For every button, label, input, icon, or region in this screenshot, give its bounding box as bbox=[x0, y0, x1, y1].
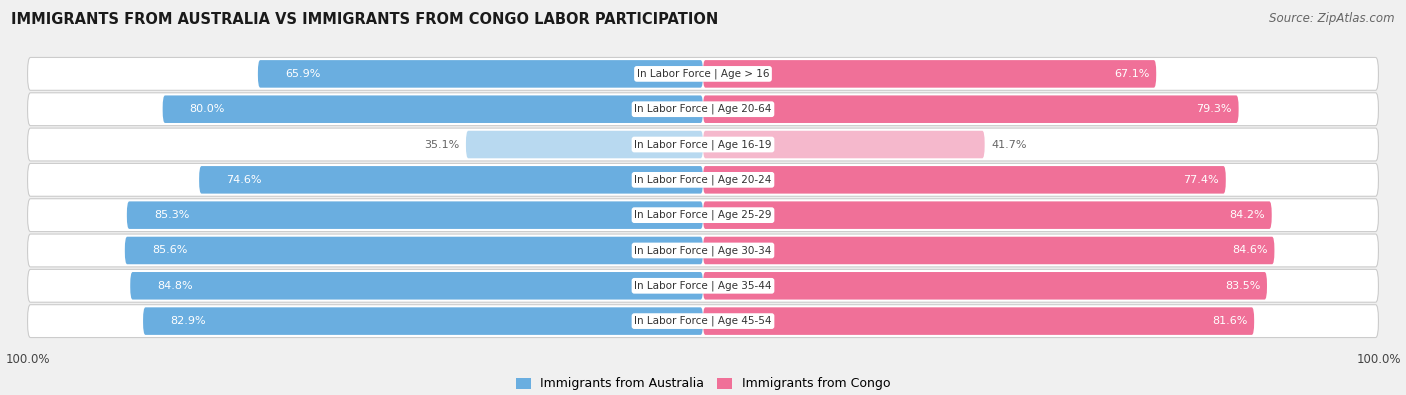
Text: In Labor Force | Age > 16: In Labor Force | Age > 16 bbox=[637, 69, 769, 79]
FancyBboxPatch shape bbox=[703, 60, 1156, 88]
FancyBboxPatch shape bbox=[143, 307, 703, 335]
Text: 65.9%: 65.9% bbox=[285, 69, 321, 79]
FancyBboxPatch shape bbox=[125, 237, 703, 264]
Text: 82.9%: 82.9% bbox=[170, 316, 205, 326]
Text: 85.6%: 85.6% bbox=[152, 245, 187, 256]
Text: 81.6%: 81.6% bbox=[1212, 316, 1247, 326]
FancyBboxPatch shape bbox=[28, 93, 1378, 126]
FancyBboxPatch shape bbox=[200, 166, 703, 194]
FancyBboxPatch shape bbox=[703, 201, 1271, 229]
FancyBboxPatch shape bbox=[703, 237, 1274, 264]
FancyBboxPatch shape bbox=[28, 57, 1378, 90]
Text: 77.4%: 77.4% bbox=[1184, 175, 1219, 185]
Text: In Labor Force | Age 20-24: In Labor Force | Age 20-24 bbox=[634, 175, 772, 185]
FancyBboxPatch shape bbox=[703, 166, 1226, 194]
FancyBboxPatch shape bbox=[28, 128, 1378, 161]
Text: In Labor Force | Age 25-29: In Labor Force | Age 25-29 bbox=[634, 210, 772, 220]
FancyBboxPatch shape bbox=[131, 272, 703, 299]
Text: In Labor Force | Age 35-44: In Labor Force | Age 35-44 bbox=[634, 280, 772, 291]
Text: 84.8%: 84.8% bbox=[157, 281, 193, 291]
Text: 80.0%: 80.0% bbox=[190, 104, 225, 114]
FancyBboxPatch shape bbox=[703, 96, 1239, 123]
FancyBboxPatch shape bbox=[465, 131, 703, 158]
FancyBboxPatch shape bbox=[28, 199, 1378, 231]
Text: IMMIGRANTS FROM AUSTRALIA VS IMMIGRANTS FROM CONGO LABOR PARTICIPATION: IMMIGRANTS FROM AUSTRALIA VS IMMIGRANTS … bbox=[11, 12, 718, 27]
FancyBboxPatch shape bbox=[703, 131, 984, 158]
Text: 79.3%: 79.3% bbox=[1197, 104, 1232, 114]
Legend: Immigrants from Australia, Immigrants from Congo: Immigrants from Australia, Immigrants fr… bbox=[510, 372, 896, 395]
Text: 35.1%: 35.1% bbox=[425, 139, 460, 150]
Text: 74.6%: 74.6% bbox=[226, 175, 262, 185]
Text: In Labor Force | Age 20-64: In Labor Force | Age 20-64 bbox=[634, 104, 772, 115]
FancyBboxPatch shape bbox=[28, 269, 1378, 302]
Text: In Labor Force | Age 45-54: In Labor Force | Age 45-54 bbox=[634, 316, 772, 326]
Text: In Labor Force | Age 30-34: In Labor Force | Age 30-34 bbox=[634, 245, 772, 256]
FancyBboxPatch shape bbox=[163, 96, 703, 123]
Text: 41.7%: 41.7% bbox=[991, 139, 1026, 150]
FancyBboxPatch shape bbox=[28, 164, 1378, 196]
FancyBboxPatch shape bbox=[28, 234, 1378, 267]
FancyBboxPatch shape bbox=[127, 201, 703, 229]
FancyBboxPatch shape bbox=[257, 60, 703, 88]
FancyBboxPatch shape bbox=[28, 305, 1378, 338]
Text: 84.2%: 84.2% bbox=[1229, 210, 1265, 220]
FancyBboxPatch shape bbox=[703, 307, 1254, 335]
Text: 84.6%: 84.6% bbox=[1232, 245, 1268, 256]
FancyBboxPatch shape bbox=[703, 272, 1267, 299]
Text: 83.5%: 83.5% bbox=[1225, 281, 1260, 291]
Text: Source: ZipAtlas.com: Source: ZipAtlas.com bbox=[1270, 12, 1395, 25]
Text: 67.1%: 67.1% bbox=[1114, 69, 1150, 79]
Text: 85.3%: 85.3% bbox=[153, 210, 190, 220]
Text: In Labor Force | Age 16-19: In Labor Force | Age 16-19 bbox=[634, 139, 772, 150]
